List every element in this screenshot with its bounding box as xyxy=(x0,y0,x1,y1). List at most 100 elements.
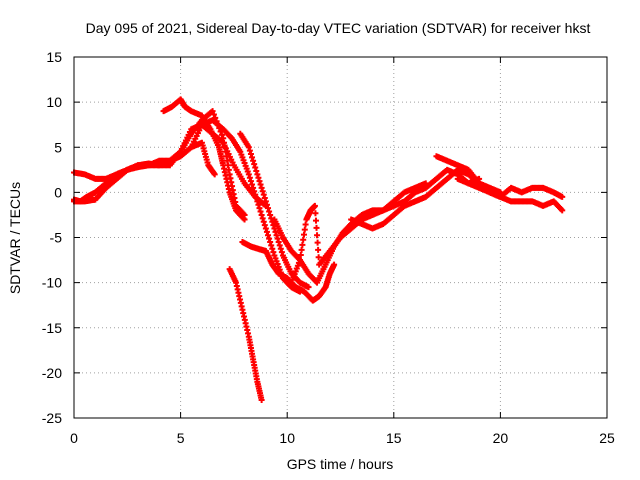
x-tick-label: 25 xyxy=(599,430,615,446)
data-point-interp xyxy=(252,191,259,198)
data-point xyxy=(559,207,566,214)
x-axis-label: GPS time / hours xyxy=(287,456,394,472)
grid xyxy=(74,57,607,418)
data-point-interp xyxy=(256,178,263,185)
data-point xyxy=(331,261,338,268)
data-point-interp xyxy=(255,201,262,208)
data-point-interp xyxy=(265,232,272,239)
data-point-interp xyxy=(257,181,264,188)
data-point-interp xyxy=(249,154,256,161)
data-point-interp xyxy=(256,205,263,212)
data-point-interp xyxy=(314,232,321,239)
data-point-interp xyxy=(268,242,275,249)
y-tick-label: -25 xyxy=(42,410,62,426)
data-point-interp xyxy=(268,215,275,222)
data-point-interp xyxy=(259,188,266,195)
data-point-interp xyxy=(246,174,253,181)
data-point-interp xyxy=(246,147,253,154)
data-point-interp xyxy=(270,249,277,256)
data-point-interp xyxy=(258,184,265,191)
data-point-interp xyxy=(247,178,254,185)
data-point-interp xyxy=(263,228,270,235)
series-arc-12 xyxy=(454,175,566,200)
data-point xyxy=(262,198,269,205)
data-point-interp xyxy=(272,228,279,235)
y-tick-label: 5 xyxy=(54,139,62,155)
x-tick-label: 5 xyxy=(177,430,185,446)
data-point-interp xyxy=(269,245,276,252)
y-tick-label: 10 xyxy=(46,94,62,110)
data-point-interp xyxy=(273,232,280,239)
data-point xyxy=(254,171,261,178)
y-axis-label: SDTVAR / TECUs xyxy=(7,182,23,294)
data-point xyxy=(296,257,303,264)
data-point-interp xyxy=(299,241,306,248)
data-point-interp xyxy=(210,111,217,118)
data-point xyxy=(245,171,252,178)
y-tick-label: -5 xyxy=(50,230,63,246)
data-point xyxy=(305,284,312,291)
data-point xyxy=(559,193,566,200)
x-tick-label: 0 xyxy=(70,430,78,446)
x-tick-label: 20 xyxy=(493,430,509,446)
data-point-interp xyxy=(302,221,309,228)
data-point-interp xyxy=(247,151,254,158)
data-point xyxy=(258,396,265,403)
data-point-interp xyxy=(250,184,257,191)
data-point-interp xyxy=(261,195,268,202)
data-point-interp xyxy=(312,217,319,224)
x-tick-label: 15 xyxy=(386,430,402,446)
data-point-interp xyxy=(253,195,260,202)
data-point xyxy=(254,198,261,205)
data-point-interp xyxy=(300,236,307,243)
data-point-interp xyxy=(218,131,225,138)
data-point-interp xyxy=(252,164,259,171)
data-point-interp xyxy=(315,246,322,253)
data-point xyxy=(211,171,218,178)
data-point xyxy=(241,216,248,223)
data-point-interp xyxy=(255,174,262,181)
data-point-interp xyxy=(265,205,272,212)
data-point-interp xyxy=(266,235,273,242)
data-point-interp xyxy=(263,201,270,208)
x-tick-label: 10 xyxy=(279,430,295,446)
data-point-interp xyxy=(275,239,282,246)
data-point-interp xyxy=(314,239,321,246)
data-point xyxy=(262,225,269,232)
data-point-interp xyxy=(266,208,273,215)
data-point xyxy=(209,108,216,115)
data-point-interp xyxy=(267,211,274,218)
y-tick-label: -20 xyxy=(42,365,62,381)
data-point-interp xyxy=(274,235,281,242)
y-tick-label: -10 xyxy=(42,275,62,291)
y-tick-label: 15 xyxy=(46,49,62,65)
data-point-interp xyxy=(251,161,258,168)
data-point-interp xyxy=(250,157,257,164)
series-arc-6 xyxy=(237,130,312,291)
data-point-interp xyxy=(298,246,305,253)
y-tick-label: -15 xyxy=(42,320,62,336)
data-point-interp xyxy=(253,167,260,174)
data-point-interp xyxy=(260,191,267,198)
plot-area xyxy=(71,96,566,403)
data-point-interp xyxy=(278,249,285,256)
data-point-interp xyxy=(297,251,304,258)
data-point-interp xyxy=(257,208,264,215)
data-point-interp xyxy=(315,254,322,261)
series-arc-4 xyxy=(160,96,248,223)
series-arc-11 xyxy=(433,153,566,214)
chart-title: Day 095 of 2021, Sidereal Day-to-day VTE… xyxy=(86,20,591,36)
data-point-interp xyxy=(277,245,284,252)
y-tick-label: 0 xyxy=(54,184,62,200)
series-arc-13 xyxy=(226,266,265,403)
axis-ticks xyxy=(73,56,608,419)
data-point-interp xyxy=(301,226,308,233)
data-point xyxy=(245,144,252,151)
data-point xyxy=(311,202,318,209)
data-point-interp xyxy=(300,231,307,238)
data-point-interp xyxy=(267,239,274,246)
data-point-interp xyxy=(261,222,268,229)
data-point-interp xyxy=(249,181,256,188)
